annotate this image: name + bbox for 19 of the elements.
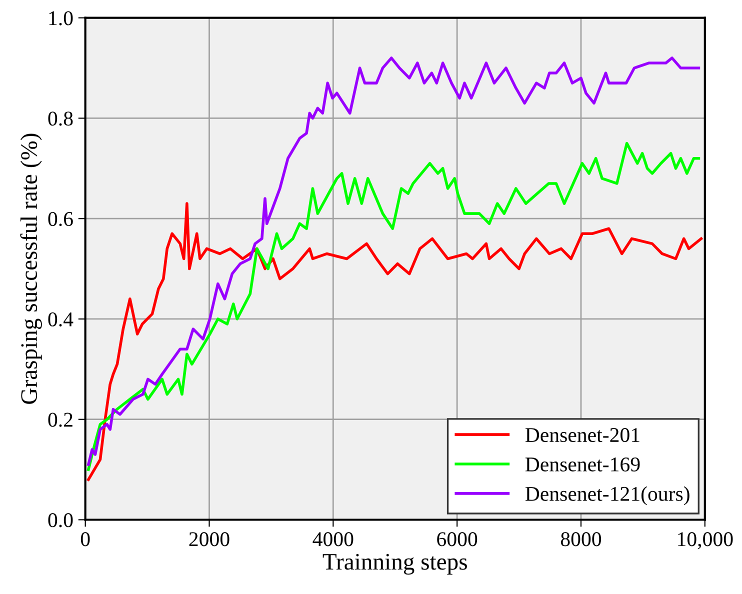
y-tick-label: 1.0 [49,11,73,26]
line-series [87,202,703,481]
x-tick-label: 4000 [312,532,354,546]
y-tick-label: 0.8 [48,112,73,126]
x-tick-label: 8000 [560,532,602,546]
y-axis-title: Grasping successful rate (%) [20,134,42,404]
x-axis-title: Trainning steps [322,554,467,575]
y-tick-label: 0.6 [48,212,73,226]
x-tick-label: 6000 [437,532,478,546]
x-tick-label: 2000 [189,532,230,546]
legend-label: Densenet-201 [525,428,640,442]
y-tick-label: 0.0 [48,513,73,528]
line-series [87,142,700,471]
x-tick-label: 10,000 [678,532,733,550]
y-tick-label: 0.2 [48,412,72,427]
x-tick-label: 0 [80,532,90,546]
legend-label: Densenet-169 [525,457,640,472]
y-tick-label: 0.4 [48,312,74,326]
legend-label: Densenet-121(ours) [525,486,690,506]
